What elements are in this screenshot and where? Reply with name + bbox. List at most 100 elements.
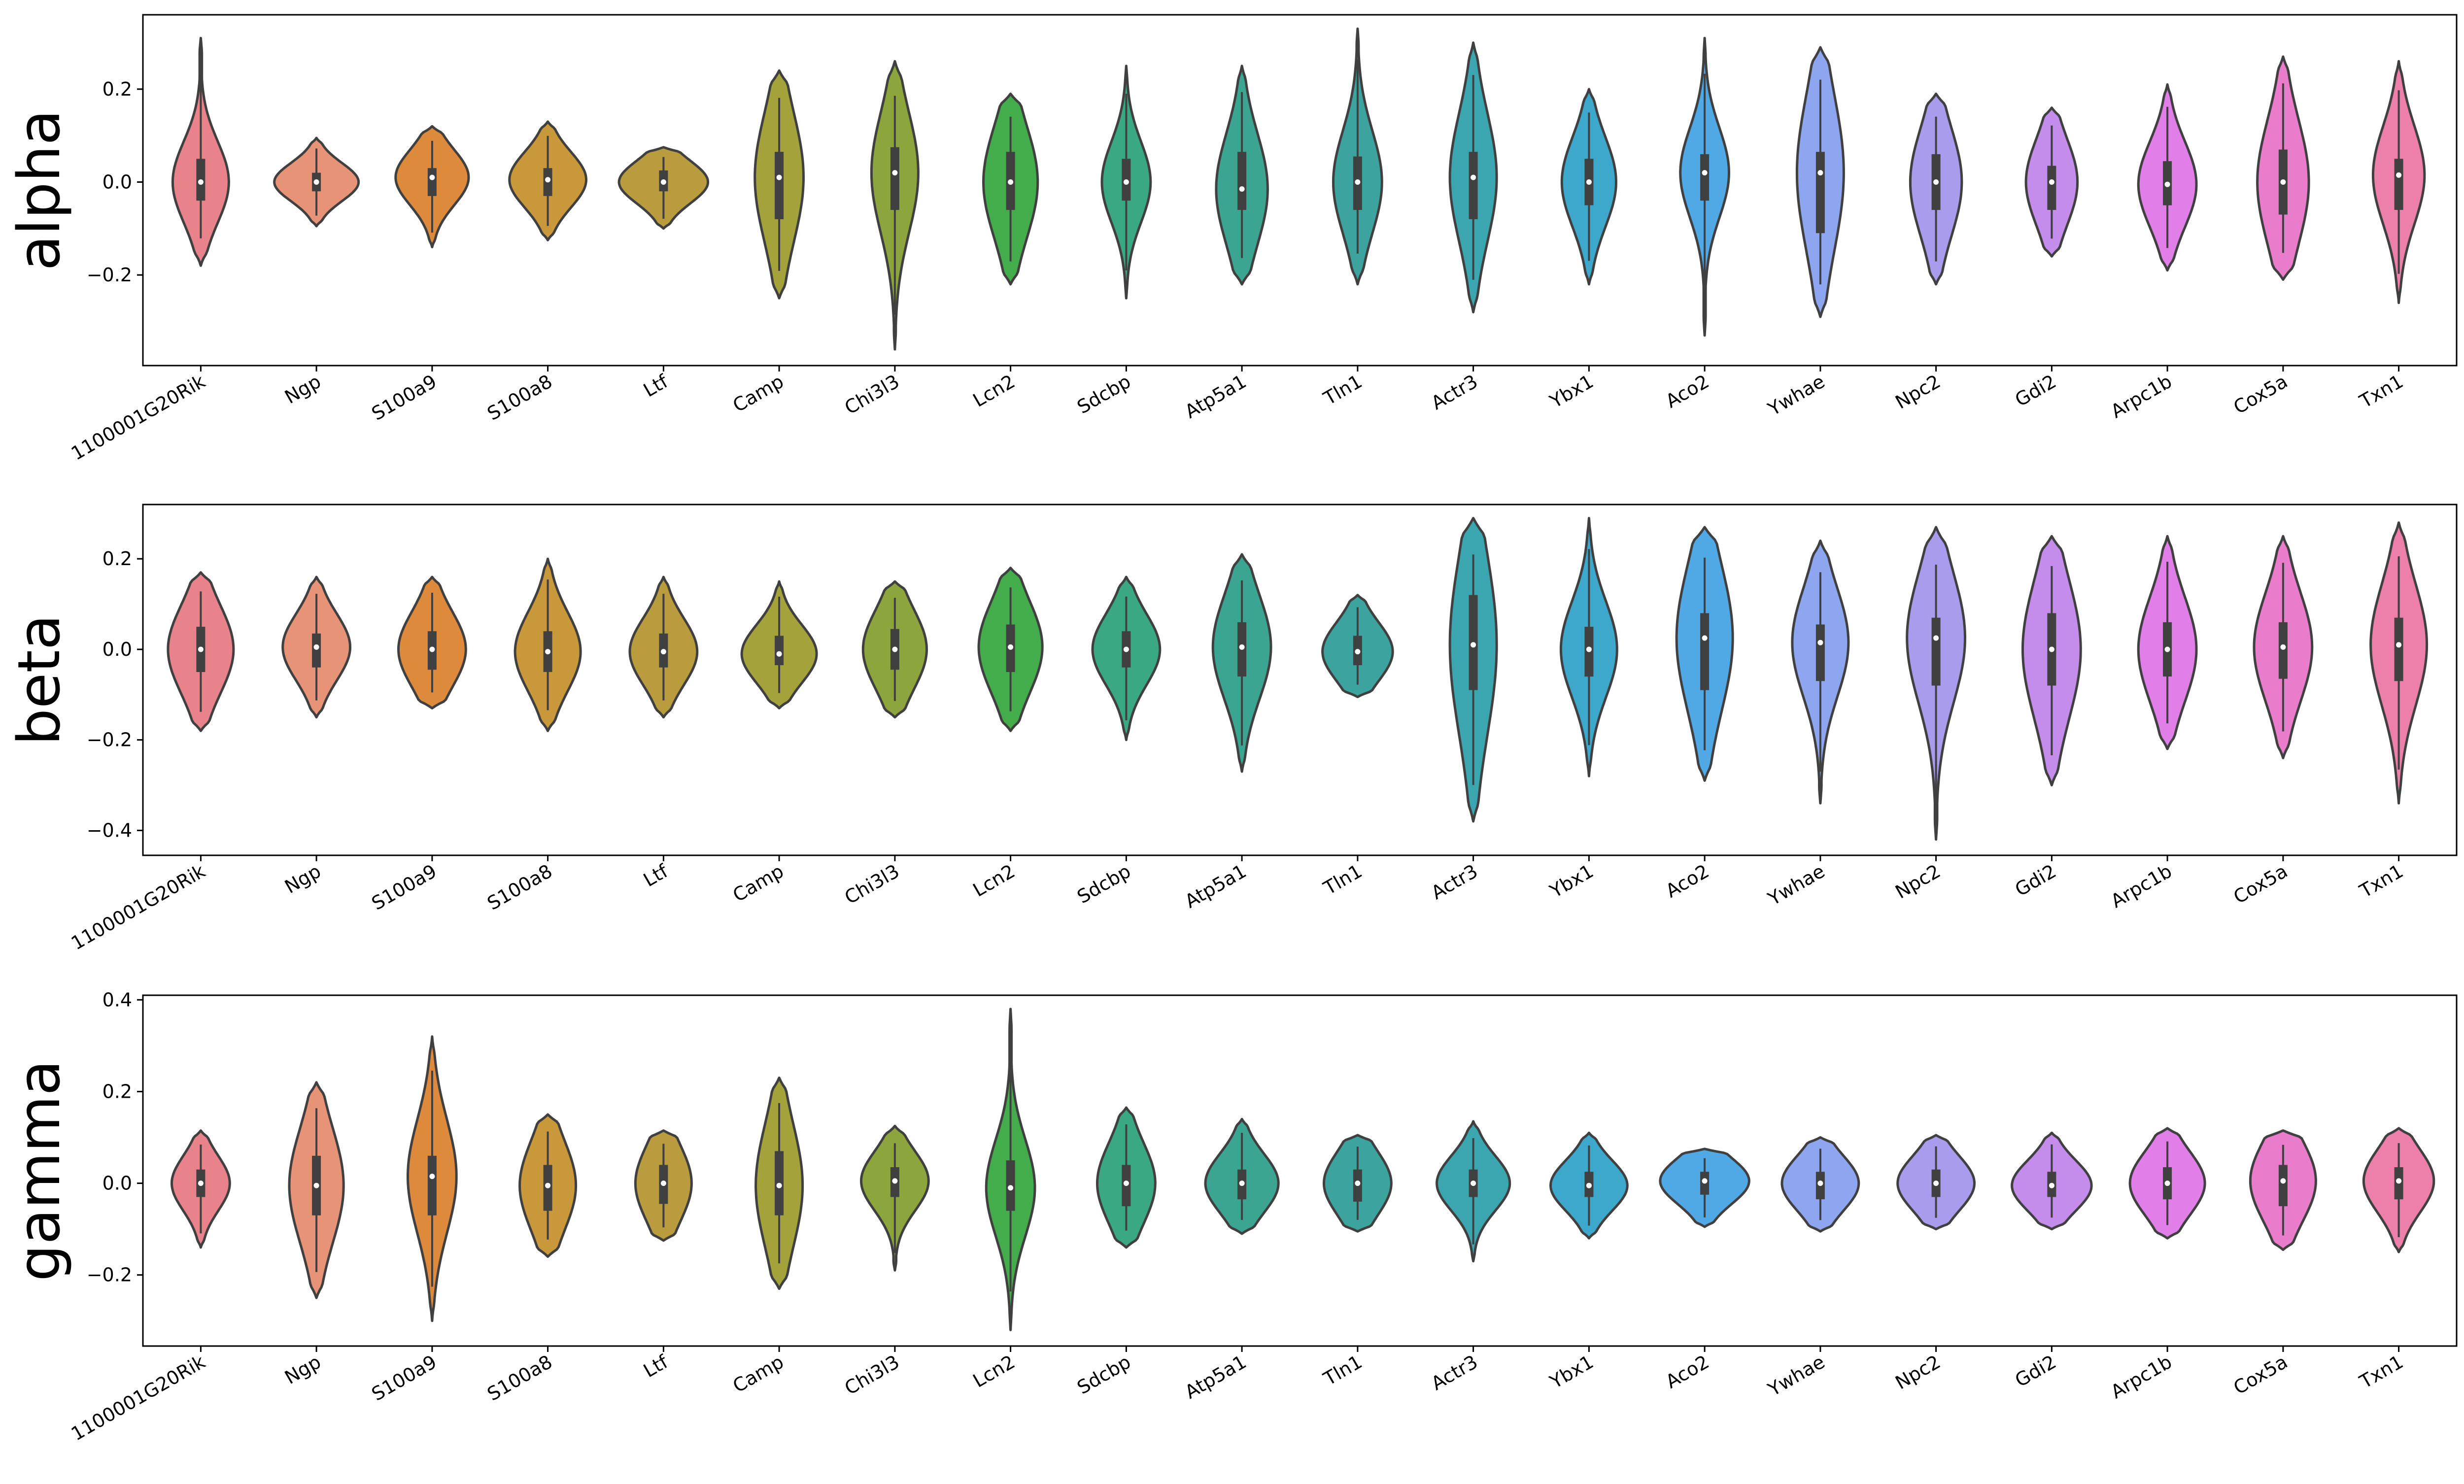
xtick-label: Gdi2: [2011, 371, 2059, 411]
violin-Gdi2: [2024, 106, 2079, 258]
iqr-box-Npc2: [1931, 617, 1941, 686]
median-dot-Npc2: [1933, 1180, 1939, 1186]
violin-S100a8: [513, 557, 582, 732]
iqr-box-Atp5a1: [1237, 152, 1247, 210]
violin-Ngp: [288, 1081, 345, 1299]
median-dot-Ngp: [313, 1182, 319, 1188]
median-dot-Ywhae: [1817, 1180, 1823, 1186]
violin-Lcn2: [982, 92, 1039, 286]
iqr-box-S100a9: [427, 1155, 437, 1215]
xtick-label: Ybx1: [1546, 371, 1597, 413]
violin-Ywhae: [1791, 540, 1850, 805]
ytick-label: 0.0: [103, 639, 132, 660]
median-dot-Ngp: [313, 179, 319, 185]
violin-Camp: [753, 69, 805, 300]
violin-Cox5a: [2249, 1129, 2317, 1251]
xtick-label: Actr3: [1428, 860, 1481, 904]
xtick-label: Atp5a1: [1181, 1351, 1250, 1403]
xtick-label: Txn1: [2356, 860, 2407, 903]
violin-Npc2: [1906, 526, 1966, 841]
violin-Sdcbp: [1096, 1106, 1157, 1249]
violin-Ywhae: [1795, 46, 1845, 318]
xtick-label: Cox5a: [2230, 371, 2292, 418]
iqr-box-Txn1: [2394, 159, 2403, 210]
median-dot-Chi3l3: [892, 1178, 898, 1184]
xtick-label: Sdcbp: [1073, 860, 1134, 908]
xtick-label: Ltf: [640, 860, 672, 891]
xtick-label: Aco2: [1662, 371, 1712, 412]
xtick-label: Actr3: [1428, 1351, 1481, 1395]
xtick-label: Npc2: [1892, 1351, 1945, 1394]
iqr-box-Cox5a: [2278, 622, 2288, 679]
xtick-label: Lcn2: [969, 860, 1019, 901]
iqr-box-S100a9: [427, 168, 437, 196]
xtick-label: Ngp: [281, 860, 324, 898]
xtick-label: S100a9: [368, 371, 441, 425]
median-dot-Txn1: [2396, 1178, 2402, 1184]
median-dot-Cox5a: [2280, 179, 2286, 185]
median-dot-1100001G20Rik: [198, 1180, 204, 1186]
violin-Chi3l3: [860, 1124, 930, 1272]
violin-Sdcbp: [1091, 575, 1162, 742]
violin-S100a8: [508, 120, 587, 241]
xtick-label: Ywhae: [1764, 371, 1828, 420]
ytick-label: −0.2: [87, 1264, 132, 1286]
violin-Arpc1b: [2137, 535, 2198, 750]
violin-Txn1: [2369, 521, 2429, 805]
median-dot-S100a8: [545, 649, 551, 655]
xtick-label: Cox5a: [2230, 1351, 2292, 1399]
xtick-label: S100a8: [483, 1351, 556, 1405]
ytick-label: 0.0: [103, 171, 132, 193]
median-dot-Npc2: [1933, 179, 1939, 185]
median-dot-Ltf: [660, 179, 666, 185]
violin-Sdcbp: [1100, 65, 1152, 300]
median-dot-Ltf: [660, 1180, 666, 1186]
violin-Aco2: [1679, 36, 1730, 337]
violin-Txn1: [2362, 1127, 2435, 1253]
xtick-label: Lcn2: [969, 371, 1019, 411]
ylabel: gamma: [5, 1060, 73, 1281]
median-dot-Atp5a1: [1239, 1180, 1245, 1186]
violin-S100a9: [394, 125, 470, 248]
median-dot-S100a9: [429, 174, 435, 180]
violin-Ltf: [628, 575, 699, 719]
xtick-label: Tln1: [1319, 1351, 1366, 1390]
median-dot-Camp: [776, 651, 782, 657]
ylabel: alpha: [5, 109, 73, 270]
violin-Ngp: [281, 575, 351, 719]
median-dot-Chi3l3: [892, 170, 898, 176]
median-dot-S100a9: [429, 646, 435, 652]
violin-Gdi2: [2011, 1131, 2093, 1231]
violin-1100001G20Rik: [171, 1129, 231, 1249]
violin-Npc2: [1896, 1134, 1976, 1231]
violin-Tln1: [1332, 27, 1383, 286]
violin-Arpc1b: [2128, 1127, 2206, 1240]
ytick-label: 0.2: [103, 1081, 132, 1103]
xtick-label: Gdi2: [2011, 1351, 2059, 1391]
xtick-label: S100a9: [368, 860, 441, 914]
median-dot-Ybx1: [1586, 646, 1592, 652]
xtick-label: Ltf: [640, 370, 672, 402]
ytick-label: −0.2: [87, 264, 132, 286]
xtick-label: Camp: [729, 371, 787, 417]
median-dot-Camp: [776, 174, 782, 180]
panel-gamma: −0.2 0.0 0.2 0.4 1100001G20Rik Ngp S100a9 S100a…: [5, 989, 2458, 1445]
violin-Chi3l3: [870, 60, 920, 351]
median-dot-S100a8: [545, 1182, 551, 1188]
violin-Tln1: [1323, 1134, 1393, 1233]
xtick-label: Chi3l3: [841, 371, 903, 419]
violin-Txn1: [2371, 60, 2426, 304]
median-dot-Lcn2: [1008, 644, 1014, 650]
iqr-box-Chi3l3: [890, 147, 899, 210]
xtick-label: Camp: [729, 1351, 787, 1397]
median-dot-Gdi2: [2049, 646, 2054, 652]
iqr-box-Aco2: [1700, 613, 1710, 690]
xtick-label: 1100001G20Rik: [68, 860, 209, 954]
panel-beta: −0.4 −0.2 0.0 0.2 1100001G20Rik Ngp S100a9 S100…: [5, 504, 2458, 954]
ytick-label: 0.4: [103, 989, 132, 1011]
median-dot-Cox5a: [2280, 1178, 2286, 1184]
xtick-label: Tln1: [1319, 371, 1366, 410]
ytick-label: 0.2: [103, 548, 132, 570]
median-dot-S100a8: [545, 177, 551, 183]
